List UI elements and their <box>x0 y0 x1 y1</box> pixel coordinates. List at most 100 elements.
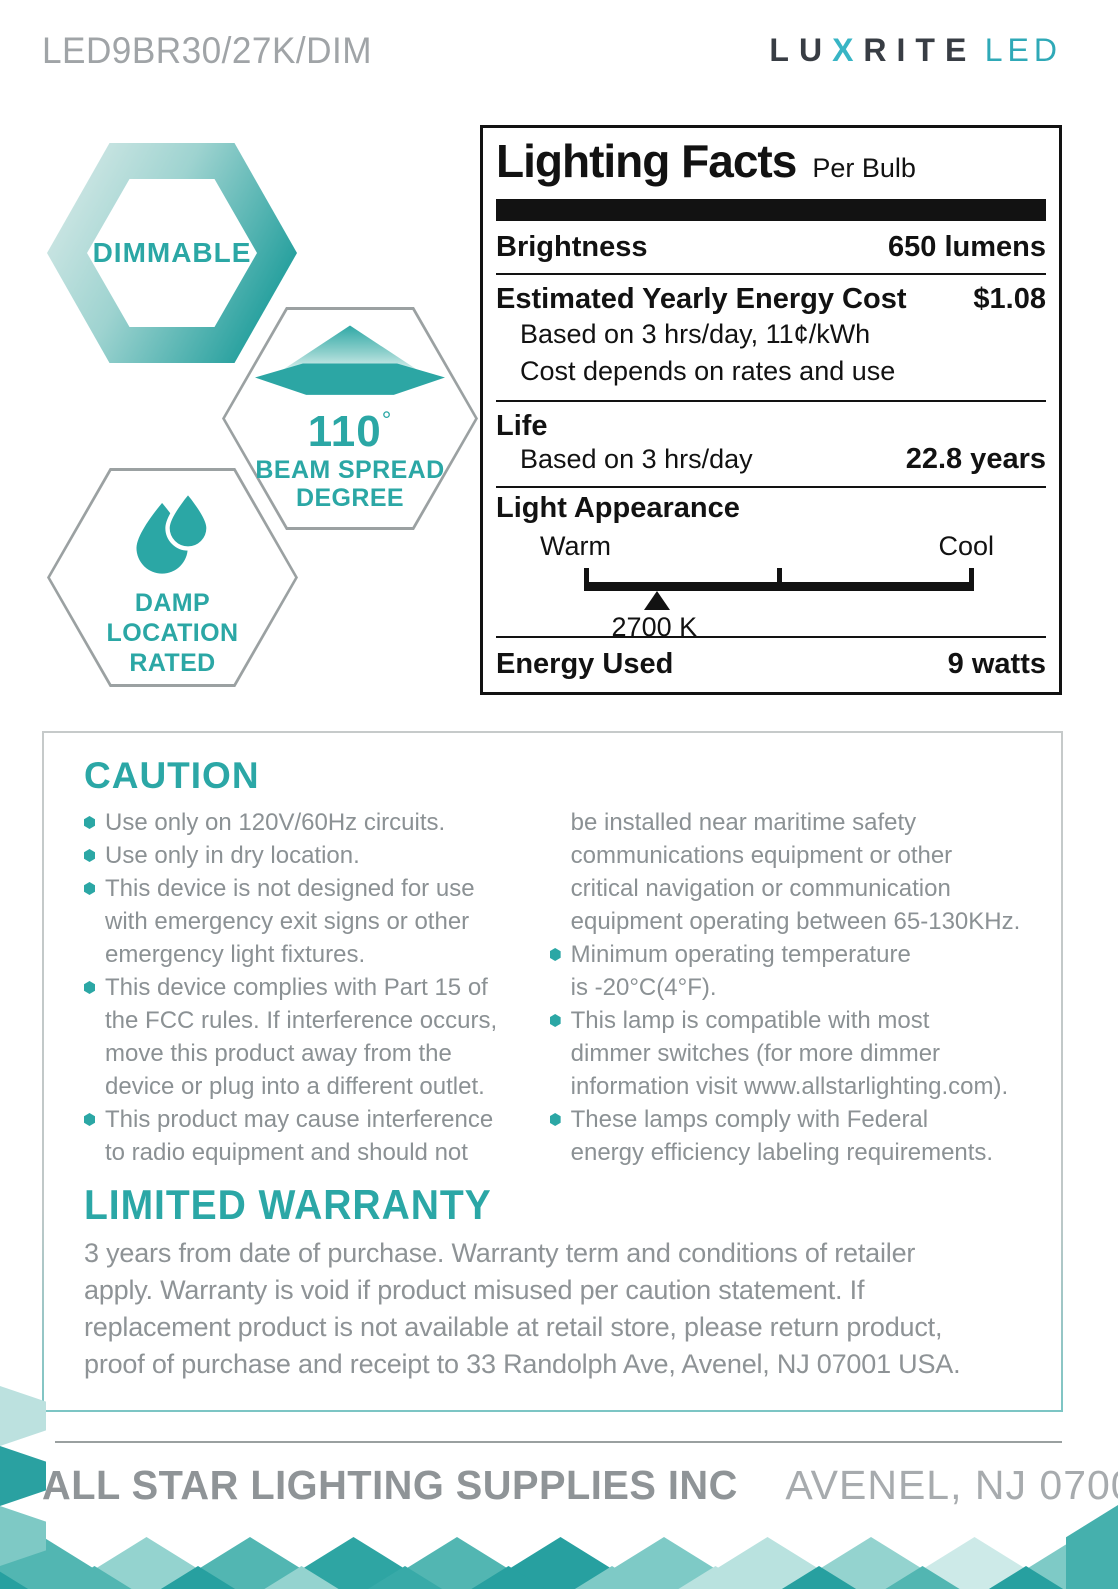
brand-rite: RITE <box>863 32 977 68</box>
decorative-hexagon <box>249 1566 354 1589</box>
energy-used-value: 9 watts <box>947 648 1046 680</box>
decorative-hexagon <box>42 1566 147 1589</box>
life-label: Life <box>496 410 548 442</box>
company-name: ALL STAR LIGHTING SUPPLIES INC <box>42 1462 738 1508</box>
decorative-hexagon <box>715 1537 820 1589</box>
company-location: AVENEL, NJ 07001 <box>785 1462 1118 1508</box>
decorative-hexagon <box>1026 1537 1118 1589</box>
beam-spread-icon <box>255 325 445 395</box>
caution-item: This product may cause interference to r… <box>84 1103 540 1169</box>
cool-label: Cool <box>938 531 994 561</box>
hexagon-bullet-icon <box>84 1113 95 1126</box>
brand-luxrite: LUXRITE <box>769 32 976 68</box>
decorative-hexagon <box>508 1537 613 1589</box>
caution-item: be installed near maritime safety commun… <box>550 806 1035 938</box>
caution-item-text: Use only on 120V/60Hz circuits. <box>105 809 446 836</box>
hexagon-bullet-icon <box>84 816 95 829</box>
caution-right-column: be installed near maritime safety commun… <box>549 806 1035 1169</box>
scale-tick-middle <box>777 568 782 583</box>
decorative-hexagon <box>353 1566 457 1589</box>
dimmable-label: DIMMABLE <box>92 237 252 268</box>
brightness-value: 650 lumens <box>888 231 1046 263</box>
damp-label-line1: DAMP <box>134 589 211 617</box>
water-drops-icon <box>135 492 211 574</box>
brand-logo: LUXRITE LED <box>769 32 1062 69</box>
caution-item-text: be installed near maritime safety commun… <box>570 809 1021 935</box>
decorative-hexagon <box>0 1506 46 1566</box>
decorative-hexagon <box>663 1566 768 1589</box>
hexagon-bullet-icon <box>84 882 95 895</box>
decorative-hexagon <box>819 1537 923 1589</box>
scale-tick-right <box>969 568 974 583</box>
hexagon-bullet-icon <box>549 1014 561 1027</box>
caution-item: Minimum operating temperature is -20°C(4… <box>549 938 1035 1004</box>
caution-item-text: Minimum operating temperature is -20°C(4… <box>570 941 911 1001</box>
decorative-hexagon <box>301 1537 406 1589</box>
life-section: Life Based on 3 hrs/day 22.8 years <box>496 402 1046 486</box>
color-temp-value: 2700 K <box>611 612 698 642</box>
caution-left-column: Use only on 120V/60Hz circuits. Use only … <box>84 806 540 1169</box>
caution-item: This lamp is compatible with most dimmer… <box>549 1004 1035 1103</box>
hexagon-bullet-icon <box>549 1113 561 1126</box>
caution-item-text: This product may cause interference to r… <box>105 1106 494 1166</box>
beam-spread-content: 110° BEAM SPREAD DEGREE <box>222 307 478 530</box>
beam-number: 110 <box>307 407 382 456</box>
color-temp-marker <box>643 591 670 610</box>
beam-label-line1: BEAM SPREAD <box>255 456 445 484</box>
beam-label-line2: DEGREE <box>296 484 404 512</box>
footer: ALL STAR LIGHTING SUPPLIES INC AVENEL, N… <box>42 1462 1118 1509</box>
energy-cost-value: $1.08 <box>973 283 1046 315</box>
caution-panel: CAUTION Use only on 120V/60Hz circuits. U… <box>42 731 1063 1412</box>
beam-spread-badge: 110° BEAM SPREAD DEGREE <box>222 307 478 530</box>
hexagon-bullet-icon <box>549 948 561 961</box>
decorative-hexagon <box>0 1386 46 1446</box>
energy-used-row: Energy Used 9 watts <box>496 638 1046 689</box>
decorative-hexagon <box>0 1537 95 1589</box>
brand-lu: LU <box>769 32 833 68</box>
caution-item-text: This lamp is compatible with most dimmer… <box>570 1007 1009 1100</box>
energy-cost-note1: Based on 3 hrs/day, 11¢/kWh <box>520 319 871 349</box>
scale-bar <box>584 582 974 591</box>
decorative-hexagon <box>870 1566 975 1589</box>
caution-item: Use only in dry location. <box>84 839 540 872</box>
caution-item: This device complies with Part 15 of the… <box>84 971 540 1103</box>
life-value: 22.8 years <box>905 443 1046 475</box>
damp-label-line2: LOCATION <box>106 619 239 647</box>
facts-subtitle: Per Bulb <box>812 153 916 183</box>
lighting-facts-panel: Lighting Facts Per Bulb Brightness 650 l… <box>480 125 1062 695</box>
caution-item-text: This device complies with Part 15 of the… <box>105 974 498 1100</box>
damp-label-line3: RATED <box>129 649 216 677</box>
decorative-hexagon <box>0 1566 43 1589</box>
brightness-label: Brightness <box>496 231 648 263</box>
decorative-hexagon <box>1066 1505 1118 1589</box>
divider <box>496 273 1046 275</box>
decorative-hexagon <box>456 1566 561 1589</box>
scale-tick-left <box>584 568 589 583</box>
divider <box>496 400 1046 402</box>
caution-title: CAUTION <box>84 755 260 796</box>
damp-location-content: DAMP LOCATION RATED <box>47 468 298 687</box>
life-basis: Based on 3 hrs/day <box>520 444 753 474</box>
brand-led: LED <box>984 32 1062 68</box>
decorative-hexagon <box>1077 1566 1118 1589</box>
product-code: LED9BR30/27K/DIM <box>42 30 372 71</box>
decorative-hexagon <box>146 1566 250 1589</box>
divider <box>496 636 1046 638</box>
degree-symbol: ° <box>381 407 393 434</box>
facts-title: Lighting Facts <box>496 135 797 187</box>
energy-cost-row: Estimated Yearly Energy Cost $1.08 <box>496 283 1046 316</box>
damp-location-badge: DAMP LOCATION RATED <box>47 468 298 687</box>
decorative-hexagon <box>94 1537 199 1589</box>
caution-item: This device is not designed for use with… <box>84 872 540 971</box>
light-appearance-section: Light Appearance Warm Cool 2700 K <box>496 488 1046 642</box>
caution-item-text: Use only in dry location. <box>105 842 360 869</box>
decorative-hexagon <box>767 1566 871 1589</box>
decorative-hexagon <box>974 1566 1078 1589</box>
life-row: Based on 3 hrs/day 22.8 years <box>496 443 1046 476</box>
warm-cool-row: Warm Cool <box>496 525 1046 562</box>
thick-divider-bar <box>496 199 1046 221</box>
facts-title-row: Lighting Facts Per Bulb <box>496 134 1046 194</box>
color-temp-scale: 2700 K <box>584 568 974 642</box>
energy-cost-note2: Cost depends on rates and use <box>520 356 896 386</box>
